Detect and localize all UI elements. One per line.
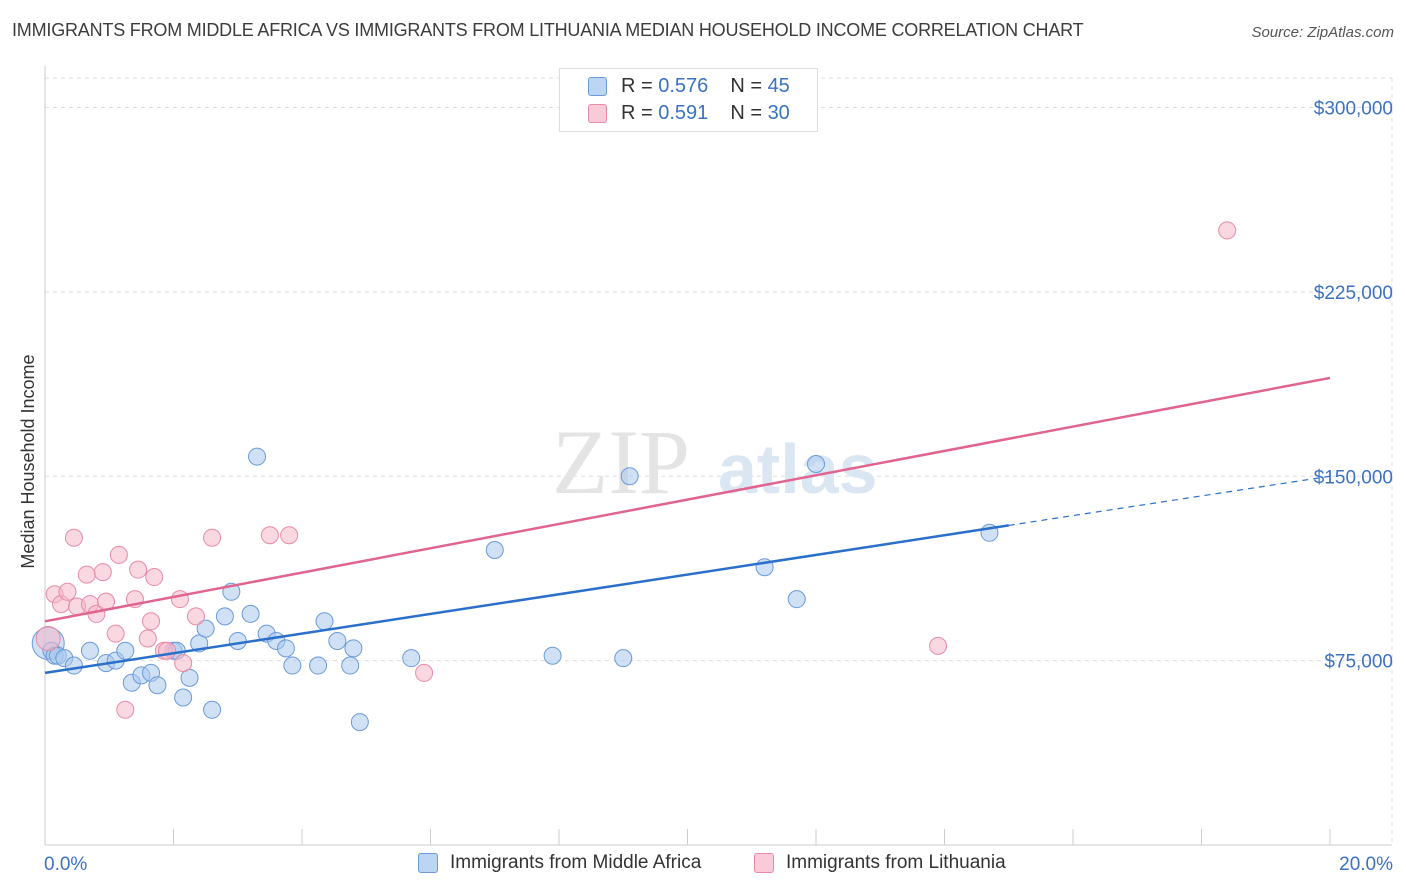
data-point-middle-africa (80, 641, 99, 660)
legend-n-label: N = (730, 74, 762, 97)
data-point-lithuania (145, 568, 164, 587)
data-point-lithuania (174, 654, 193, 673)
legend-r-value: 0.591 (658, 101, 709, 124)
legend-swatch-pink (588, 103, 607, 123)
legend-label-middle-africa: Immigrants from Middle Africa (450, 852, 702, 873)
data-point-middle-africa (807, 454, 825, 473)
source-label: Source: ZipAtlas.com (1251, 24, 1394, 41)
trend-lines (44, 376, 1331, 675)
data-point-lithuania (35, 626, 61, 651)
data-point-middle-africa (196, 619, 215, 638)
legend-row-lithuania: R = 0.591 N = 30 (588, 102, 790, 124)
data-point-lithuania (186, 607, 205, 626)
legend-swatch-pink (754, 853, 774, 873)
data-point-middle-africa (215, 607, 234, 626)
data-point-lithuania (58, 582, 77, 601)
data-point-lithuania (170, 590, 189, 609)
watermark-zip: ZIP (552, 411, 690, 513)
legend-label-lithuania: Immigrants from Lithuania (786, 852, 1006, 873)
data-point-lithuania (929, 636, 948, 655)
legend-r-value: 0.576 (658, 74, 709, 97)
stats-legend: R = 0.576 N = 45 R = 0.591 N = 30 (559, 68, 818, 132)
y-axis-title: Median Household Income (18, 354, 38, 568)
data-point-middle-africa (148, 676, 167, 695)
data-point-middle-africa (341, 656, 360, 675)
y-tick-label: $300,000 (1314, 99, 1393, 120)
data-point-lithuania (158, 641, 177, 660)
trend-line-middle-africa (44, 524, 1009, 675)
data-point-middle-africa (614, 649, 633, 668)
data-point-lithuania (64, 528, 83, 547)
x-tick-label-max: 20.0% (1339, 854, 1393, 875)
data-point-middle-africa (248, 447, 267, 466)
legend-n-value: 45 (767, 74, 790, 97)
data-point-middle-africa (283, 656, 302, 675)
data-point-middle-africa (228, 631, 247, 650)
data-point-lithuania (109, 545, 128, 564)
legend-n-value: 30 (767, 101, 790, 124)
legend-item-middle-africa: Immigrants from Middle Africa (418, 852, 701, 874)
data-point-middle-africa (485, 541, 504, 559)
axis-labels: $75,000 $150,000 $225,000 $300,000 0.0% 20.0%… (18, 99, 1393, 876)
y-tick-label: $75,000 (1324, 652, 1393, 673)
data-point-middle-africa (116, 641, 135, 660)
legend-r-label: R = (621, 101, 653, 124)
data-point-middle-africa (620, 467, 639, 486)
data-point-middle-africa (402, 649, 421, 668)
legend-row-middle-africa: R = 0.576 N = 45 (588, 75, 790, 97)
data-point-middle-africa (174, 688, 193, 707)
data-point-lithuania (203, 528, 222, 547)
watermark: ZIP atlas (552, 411, 878, 513)
chart-title: IMMIGRANTS FROM MIDDLE AFRICA VS IMMIGRA… (12, 20, 1084, 40)
data-point-middle-africa (309, 656, 328, 675)
data-point-lithuania (129, 560, 148, 579)
legend-swatch-blue (588, 76, 607, 96)
data-point-middle-africa (315, 612, 334, 631)
data-point-middle-africa (543, 646, 562, 665)
trend-line-lithuania (44, 376, 1331, 623)
data-point-lithuania (106, 624, 125, 643)
data-point-lithuania (280, 526, 299, 545)
data-point-lithuania (77, 565, 96, 584)
legend-r-label: R = (621, 74, 653, 97)
trend-line-middle-africa-extension (1008, 475, 1331, 527)
data-point-middle-africa (344, 639, 363, 658)
data-point-lithuania (260, 526, 279, 545)
axes (44, 66, 1392, 846)
data-point-lithuania (142, 612, 161, 631)
data-point-lithuania (415, 663, 434, 682)
y-tick-label: $150,000 (1314, 467, 1393, 488)
data-point-middle-africa (276, 639, 295, 658)
legend-n-label: N = (730, 101, 762, 124)
data-point-middle-africa (64, 656, 83, 675)
y-tick-label: $225,000 (1314, 283, 1393, 304)
data-point-middle-africa (241, 604, 260, 623)
data-point-middle-africa (203, 700, 222, 719)
series-legend: Immigrants from Middle Africa Immigrants… (0, 852, 1406, 876)
data-point-lithuania (93, 563, 112, 582)
x-tick-label-min: 0.0% (44, 854, 87, 875)
data-point-lithuania (1218, 221, 1237, 240)
data-point-middle-africa (787, 590, 806, 609)
data-point-lithuania (116, 700, 135, 719)
data-point-lithuania (138, 629, 157, 648)
legend-swatch-blue (418, 853, 438, 873)
data-point-middle-africa (328, 631, 347, 650)
data-point-middle-africa (350, 713, 369, 732)
legend-item-lithuania: Immigrants from Lithuania (754, 852, 1006, 874)
